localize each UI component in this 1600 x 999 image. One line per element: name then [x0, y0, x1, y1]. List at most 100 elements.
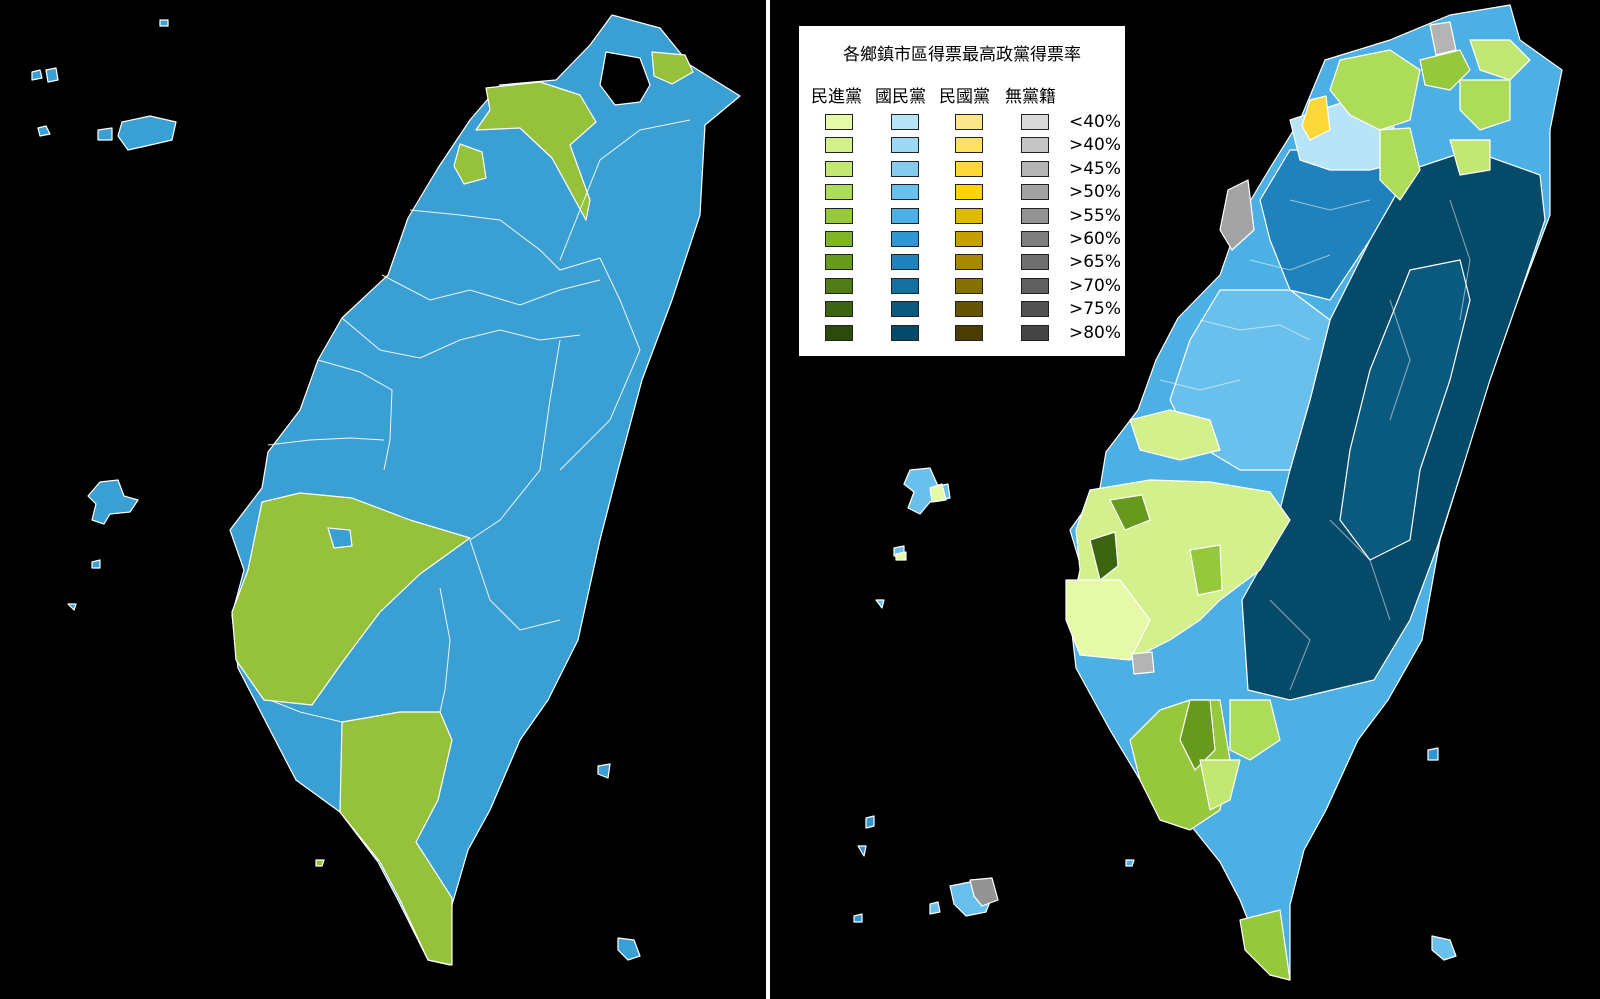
legend-swatch-kmt: [891, 231, 919, 247]
legend-swatch-dpp: [825, 324, 853, 341]
liuqiu-island: [1125, 859, 1135, 867]
legend-swatch-kmt: [891, 324, 919, 341]
legend-swatch-mkt: [955, 277, 983, 294]
legend-row: >75%: [799, 299, 1125, 323]
legend-swatch-kmt: [891, 184, 919, 201]
chiayi-dark-dpp-patch: [1089, 531, 1119, 581]
legend-swatch-ind: [1021, 207, 1049, 224]
legend-level-label: >60%: [1069, 229, 1122, 249]
county-level-map: [0, 0, 766, 999]
legend-swatch-dpp: [825, 160, 853, 177]
pingtung-dpp-patch: [1199, 759, 1241, 811]
legend-row: >60%: [799, 229, 1125, 253]
matsu-islands: [31, 19, 169, 83]
legend-swatch-ind: [1021, 114, 1049, 130]
tainan-region: [231, 492, 471, 706]
legend-level-label: >45%: [1069, 158, 1122, 179]
legend-swatch-ind: [1021, 137, 1049, 154]
taiwan-main-island: [229, 14, 741, 966]
legend-swatch-mkt: [955, 254, 983, 271]
legend-row: >65%: [799, 252, 1125, 276]
legend-row: >45%: [799, 159, 1125, 183]
county-map-svg: [31, 14, 741, 966]
minkuotang-patch: [1301, 95, 1331, 141]
legend-level-label: >75%: [1069, 299, 1122, 320]
legend-swatch-dpp: [825, 114, 853, 130]
legend: 各鄉鎮市區得票最高政黨得票率 民進黨 國民黨 民國黨 無黨籍 <40% >40% >…: [799, 26, 1125, 356]
legend-level-label: <40%: [1069, 112, 1122, 132]
keelung-region: [651, 51, 694, 85]
legend-level-label: >80%: [1069, 322, 1122, 343]
legend-party-independent: 無黨籍: [1005, 87, 1056, 107]
orchid-island: [617, 937, 641, 961]
legend-swatch-mkt: [955, 184, 983, 201]
kinmen-independent-patch: [969, 877, 999, 907]
legend-swatch-ind: [1021, 324, 1049, 341]
legend-swatch-ind: [1021, 160, 1049, 177]
northeast-coast-patch: [1449, 139, 1491, 176]
panel-divider: [766, 0, 770, 999]
legend-row: >55%: [799, 206, 1125, 230]
legend-swatch-kmt: [891, 277, 919, 294]
penghu-south-dpp-patch: [895, 551, 907, 561]
legend-swatch-dpp: [825, 254, 853, 271]
county-borders: [267, 119, 691, 723]
legend-level-label: >50%: [1069, 182, 1122, 203]
legend-row: <40%: [799, 112, 1125, 136]
legend-swatch-mkt: [955, 160, 983, 177]
legend-swatch-kmt: [891, 254, 919, 271]
liuqiu-island: [315, 859, 325, 867]
legend-swatch-kmt: [891, 114, 919, 130]
legend-swatch-dpp: [825, 277, 853, 294]
taipei-hole: [599, 51, 651, 106]
orchid-island: [1431, 935, 1457, 961]
central-dpp-patch: [1189, 544, 1223, 596]
taoyuan-dpp-patch: [1379, 127, 1421, 201]
legend-party-dpp: 民進黨: [811, 87, 862, 107]
keelung-region: [1469, 39, 1531, 81]
legend-level-label: >65%: [1069, 252, 1122, 273]
legend-swatch-mkt: [955, 231, 983, 247]
legend-swatch-dpp: [825, 137, 853, 154]
legend-swatch-mkt: [955, 114, 983, 130]
legend-swatch-dpp: [825, 231, 853, 247]
township-map-svg: [853, 4, 1563, 981]
legend-row: >70%: [799, 276, 1125, 300]
township-level-map: 各鄉鎮市區得票最高政黨得票率 民進黨 國民黨 民國黨 無黨籍 <40% >40% >…: [770, 0, 1600, 999]
legend-swatch-mkt: [955, 301, 983, 318]
legend-swatch-kmt: [891, 160, 919, 177]
legend-row: >80%: [799, 323, 1125, 347]
kinmen-islands: [37, 115, 177, 151]
legend-swatch-ind: [1021, 277, 1049, 294]
legend-swatch-ind: [1021, 231, 1049, 247]
legend-row: >40%: [799, 135, 1125, 159]
legend-swatch-kmt: [891, 137, 919, 154]
taoyuan-region: [475, 81, 597, 221]
legend-swatch-mkt: [955, 324, 983, 341]
independent-west-patch: [1219, 179, 1255, 251]
hsinchu-region: [453, 143, 487, 185]
independent-south-patch: [1131, 651, 1155, 675]
hualien-region: [1339, 259, 1471, 561]
legend-swatch-mkt: [955, 137, 983, 154]
legend-swatch-kmt: [891, 301, 919, 318]
green-island: [597, 763, 611, 779]
yunlin-dpp-patch: [1109, 494, 1151, 531]
legend-swatch-ind: [1021, 301, 1049, 318]
legend-level-label: >70%: [1069, 275, 1122, 296]
yilan-dpp-patch: [1459, 79, 1511, 131]
legend-swatch-mkt: [955, 207, 983, 224]
tainan-light-region: [1065, 579, 1151, 661]
legend-level-label: >55%: [1069, 205, 1122, 226]
new-taipei-region: [1329, 49, 1421, 131]
legend-title: 各鄉鎮市區得票最高政黨得票率: [843, 45, 1081, 65]
changhua-dpp-patch: [1129, 409, 1221, 461]
matsu-islands: [853, 815, 875, 923]
legend-swatch-dpp: [825, 301, 853, 318]
legend-row: >50%: [799, 182, 1125, 206]
chiayi-city: [327, 527, 353, 549]
legend-swatch-ind: [1021, 254, 1049, 271]
legend-swatch-kmt: [891, 207, 919, 224]
legend-party-mkt: 民國黨: [939, 87, 990, 107]
legend-swatch-dpp: [825, 207, 853, 224]
